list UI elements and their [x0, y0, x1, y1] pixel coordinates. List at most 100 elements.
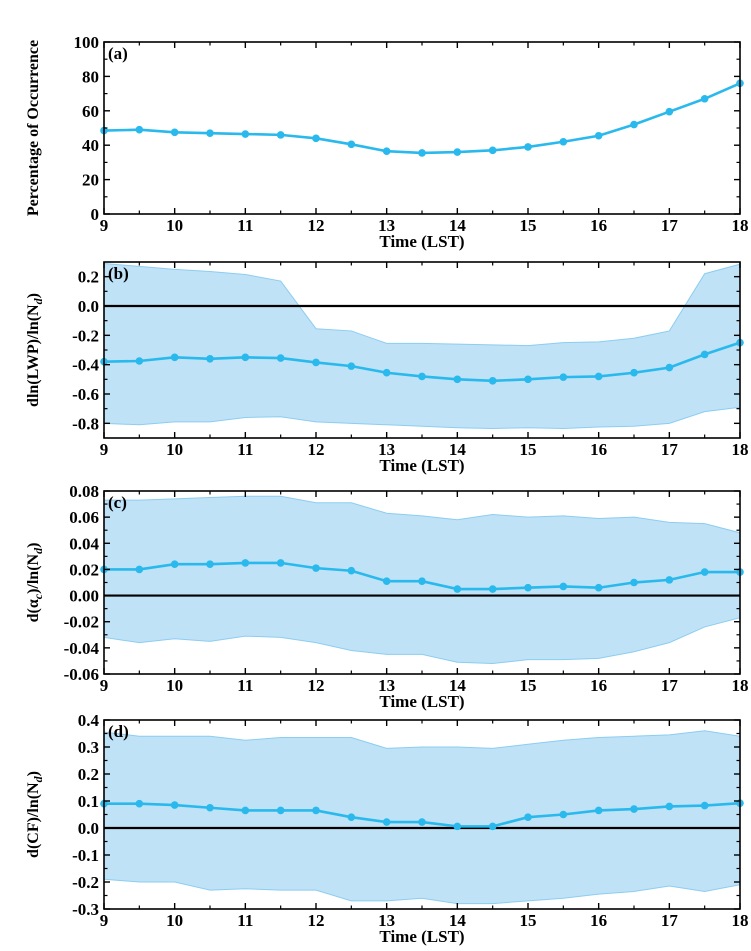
- data-point: [382, 368, 391, 377]
- data-point: [418, 149, 426, 157]
- data-point: [312, 134, 320, 143]
- x-tick-label: 16: [590, 216, 607, 235]
- x-tick-label: 18: [732, 440, 749, 459]
- y-tick-label: -0.06: [64, 665, 99, 684]
- data-point: [170, 353, 179, 362]
- plot-frame: [103, 41, 741, 215]
- y-tick-label: 20: [82, 171, 99, 190]
- data-point: [312, 564, 320, 572]
- y-tick-label: -0.4: [72, 356, 99, 375]
- data-point: [312, 806, 320, 815]
- y-tick-label: 0.02: [69, 560, 99, 579]
- x-tick-label: 14: [449, 911, 467, 930]
- x-tick-label: 12: [308, 911, 325, 930]
- data-point: [524, 375, 532, 384]
- x-tick-label: 13: [378, 911, 395, 930]
- data-point: [700, 350, 709, 359]
- data-point: [700, 94, 709, 103]
- y-tick-label: 0.4: [78, 711, 100, 730]
- panel-a: 9 10 11 12 13 14 15 16 17 18 0 20 40 60 80 100 (a) Time (…: [25, 33, 749, 251]
- x-tick-label: 17: [661, 216, 679, 235]
- y-axis-label: Percentage of Occurrence: [25, 40, 42, 216]
- y-tick-label: -0.02: [64, 613, 99, 632]
- data-point: [276, 559, 285, 567]
- data-point: [347, 362, 356, 370]
- data-point: [276, 354, 285, 362]
- y-tick-label: 0.0: [78, 297, 99, 316]
- data-point: [206, 560, 214, 568]
- x-tick-label: 16: [590, 911, 607, 930]
- x-tick-label: 16: [590, 676, 607, 695]
- panel-d: 9 10 11 12 13 14 15 16 17 18 -0.3 -0.2 -0.1 0.0 0.1 0.2…: [25, 711, 749, 946]
- data-point: [135, 799, 144, 808]
- data-point: [488, 585, 497, 593]
- x-tick-label: 10: [166, 911, 183, 930]
- x-tick-label: 18: [732, 911, 749, 930]
- x-tick-label: 14: [449, 676, 467, 695]
- panel-label: (d): [108, 722, 129, 741]
- data-point: [135, 565, 144, 574]
- data-point: [559, 810, 568, 819]
- x-tick-label: 12: [308, 440, 325, 459]
- x-tick-label: 17: [661, 440, 679, 459]
- x-tick-label: 13: [378, 676, 395, 695]
- data-point: [559, 582, 568, 591]
- y-tick-label: -0.2: [72, 326, 99, 345]
- data-point: [170, 128, 179, 137]
- x-tick-label: 12: [308, 216, 325, 235]
- data-point: [559, 373, 568, 381]
- y-tick-label: -0.3: [72, 900, 99, 919]
- data-point: [135, 357, 144, 365]
- data-point: [418, 577, 426, 585]
- x-tick-label: 17: [661, 911, 679, 930]
- data-point: [665, 802, 674, 811]
- data-point: [312, 358, 320, 367]
- data-point: [135, 125, 144, 134]
- y-tick-label: 0.0: [78, 819, 99, 838]
- x-tick-label: 10: [166, 676, 183, 695]
- y-tick-label: -0.1: [72, 846, 99, 865]
- data-point: [524, 143, 532, 151]
- data-point: [241, 130, 250, 138]
- y-axis-label: d(αc)/ln(Nd): [25, 543, 45, 623]
- data-point: [594, 372, 603, 381]
- x-tick-label: 13: [378, 440, 395, 459]
- x-tick-label: 11: [237, 911, 253, 930]
- data-point: [241, 806, 250, 815]
- y-tick-label: 0: [91, 205, 100, 224]
- x-tick-label: 15: [520, 216, 537, 235]
- data-point: [700, 568, 709, 576]
- x-tick-label: 12: [308, 676, 325, 695]
- series-line: [104, 82, 740, 155]
- data-point: [630, 805, 638, 813]
- x-tick-label: 15: [520, 440, 537, 459]
- data-point: [665, 363, 674, 372]
- data-point: [453, 585, 462, 593]
- panel-label: (c): [108, 493, 127, 512]
- y-tick-label: 0.06: [69, 508, 99, 527]
- data-point: [630, 578, 638, 587]
- data-point: [241, 559, 250, 567]
- data-point: [453, 148, 462, 156]
- data-point: [524, 813, 532, 821]
- panel-b: 9 10 11 12 13 14 15 16 17 18 -0.8 -0.6 -0.4 -0.2 0.0 0.…: [25, 261, 749, 475]
- x-tick-label: 16: [590, 440, 607, 459]
- uncertainty-band: [104, 730, 740, 905]
- x-axis-label: Time (LST): [379, 927, 464, 946]
- data-point: [630, 368, 638, 377]
- data-point: [665, 576, 674, 584]
- x-tick-label: 15: [520, 676, 537, 695]
- y-tick-label: -0.2: [72, 873, 99, 892]
- data-point: [206, 803, 214, 812]
- data-point: [347, 566, 356, 575]
- x-tick-label: 18: [732, 676, 749, 695]
- data-point: [594, 806, 603, 815]
- data-point: [665, 107, 674, 116]
- y-tick-label: 0.2: [78, 765, 99, 784]
- data-point: [488, 146, 497, 155]
- y-axis-label: d(CF)/ln(Nd): [25, 771, 45, 858]
- panel-c: 9 10 11 12 13 14 15 16 17 18 -0.06 -0.04 -0.02 0.00 0.…: [25, 482, 749, 711]
- x-tick-label: 9: [100, 440, 109, 459]
- x-tick-label: 10: [166, 216, 183, 235]
- x-axis-label: Time (LST): [379, 692, 464, 711]
